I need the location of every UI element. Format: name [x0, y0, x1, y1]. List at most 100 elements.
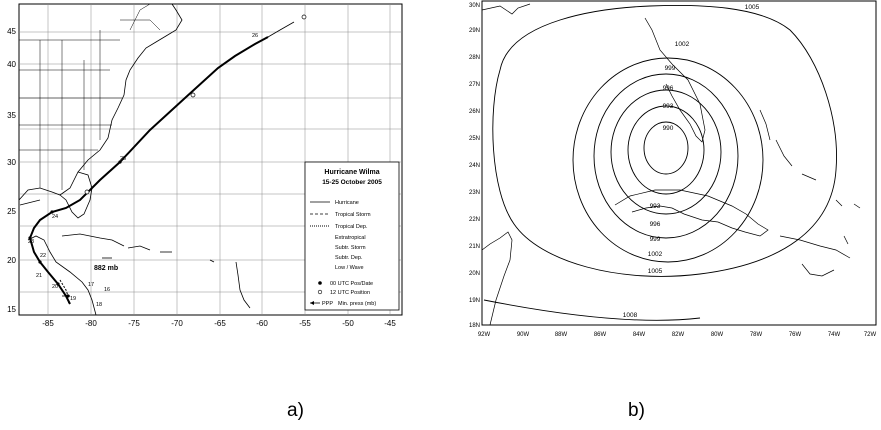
y-tick-label: 35 [7, 111, 16, 120]
track-map-panel: 18 19 16 17 20 21 22 23 24 25 26 882 mb … [0, 0, 415, 330]
contour-label: 990 [663, 125, 674, 132]
track-x-ticks: -85 -80 -75 -70 -65 -60 -55 -50 -45 [42, 319, 396, 328]
legend-filled-dot [318, 281, 322, 285]
contour-label: 996 [663, 85, 674, 92]
contour-label: 1002 [648, 251, 663, 258]
track-date-label: 18 [96, 302, 102, 308]
isobar-993 [627, 105, 705, 195]
isobar-990 [643, 121, 689, 175]
isobar-996 [610, 89, 722, 215]
state-borders [19, 3, 161, 190]
legend-item: Subtr. Storm [335, 245, 366, 251]
legend-box [304, 161, 400, 311]
min-pressure-label: 882 mb [94, 265, 118, 272]
legend-item: 00 UTC Pos/Date [330, 281, 373, 287]
contour-label: 999 [650, 236, 661, 243]
x-tick-label: 90W [517, 332, 530, 338]
track-date-label: 21 [36, 273, 42, 279]
contour-label: 993 [663, 103, 674, 110]
x-tick-label: 84W [633, 332, 646, 338]
y-tick-label: 26N [469, 109, 480, 115]
contour-label: 999 [665, 65, 676, 72]
y-tick-label: 30N [469, 3, 480, 9]
legend-item: Tropical Dep. [335, 224, 368, 230]
x-tick-label: -55 [299, 319, 311, 328]
x-tick-label: -45 [384, 319, 396, 328]
isobar-1008 [483, 299, 701, 321]
track-map: 18 19 16 17 20 21 22 23 24 25 26 882 mb … [7, 3, 403, 328]
coastlines [18, 3, 251, 316]
y-tick-label: 23N [469, 190, 480, 196]
isobar-999 [593, 73, 739, 239]
contour-label: 1005 [745, 4, 760, 11]
legend-title: Hurricane Wilma [324, 169, 379, 176]
x-tick-label: 72W [864, 332, 877, 338]
legend-item: Min. press (mb) [338, 301, 376, 307]
isobar-1005 [492, 4, 837, 277]
y-tick-label: 19N [469, 298, 480, 304]
contour-label: 1002 [675, 41, 690, 48]
contour-label: 996 [650, 221, 661, 228]
y-tick-label: 27N [469, 82, 480, 88]
x-tick-label: -60 [256, 319, 268, 328]
y-tick-label: 25 [7, 207, 16, 216]
track-date-labels: 18 19 16 17 20 21 22 23 24 25 26 [28, 33, 258, 308]
legend-item: Extratropical [335, 235, 366, 241]
x-tick-label: -70 [171, 319, 183, 328]
track-date-label: 22 [40, 253, 46, 259]
x-tick-label: -85 [42, 319, 54, 328]
contour-label: 993 [650, 203, 661, 210]
track-date-label: 25 [120, 156, 126, 162]
y-tick-label: 15 [7, 305, 16, 314]
legend-arrow-icon [310, 301, 314, 305]
legend-ppp: PPP [322, 301, 333, 307]
contour-labels: 1005 1002 999 996 993 990 993 996 999 10… [623, 4, 760, 319]
y-tick-label: 25N [469, 136, 480, 142]
y-tick-label: 18N [469, 323, 480, 329]
x-tick-label: 92W [478, 332, 491, 338]
pressure-x-ticks: 92W 90W 88W 86W 84W 82W 80W 78W 76W 74W … [478, 332, 877, 338]
legend-open-dot [317, 289, 323, 295]
track-legend: Hurricane Wilma 15-25 October 2005 Hurri… [304, 161, 400, 311]
track-date-label: 19 [70, 296, 76, 302]
track-date-label: 20 [52, 284, 58, 290]
legend-item: Subtr. Dep. [335, 255, 363, 261]
pressure-map: 1005 1002 999 996 993 990 993 996 999 10… [469, 0, 877, 338]
x-tick-label: -50 [342, 319, 354, 328]
x-tick-label: 78W [750, 332, 763, 338]
x-tick-label: -80 [85, 319, 97, 328]
contour-label: 1008 [623, 312, 638, 319]
legend-item: 12 UTC Position [330, 290, 370, 296]
track-date-label: 16 [104, 287, 110, 293]
y-tick-label: 30 [7, 158, 16, 167]
x-tick-label: 86W [594, 332, 607, 338]
legend-item: Hurricane [335, 200, 359, 206]
y-tick-label: 21N [469, 244, 480, 250]
x-tick-label: 80W [711, 332, 724, 338]
track-date-label: 23 [28, 239, 34, 245]
legend-subtitle: 15-25 October 2005 [322, 179, 382, 186]
x-tick-label: -75 [128, 319, 140, 328]
y-tick-label: 20N [469, 271, 480, 277]
isobars [483, 4, 837, 321]
y-tick-label: 22N [469, 217, 480, 223]
pressure-y-ticks: 30N 29N 28N 27N 26N 25N 24N 23N 22N 21N … [469, 3, 480, 329]
pressure-map-frame [481, 0, 877, 326]
legend-item: Low / Wave [335, 265, 364, 271]
panel-label-a: a) [287, 400, 304, 421]
y-tick-label: 24N [469, 163, 480, 169]
y-tick-label: 28N [469, 55, 480, 61]
track-date-label: 24 [52, 214, 58, 220]
isobar-1002 [572, 57, 764, 263]
y-tick-label: 20 [7, 256, 16, 265]
x-tick-label: 74W [828, 332, 841, 338]
x-tick-label: 82W [672, 332, 685, 338]
track-date-label: 17 [88, 282, 94, 288]
x-tick-label: 76W [789, 332, 802, 338]
storm-track [28, 14, 307, 305]
legend-item: Tropical Storm [335, 212, 371, 218]
track-date-label: 26 [252, 33, 258, 39]
y-tick-label: 40 [7, 60, 16, 69]
y-tick-label: 29N [469, 28, 480, 34]
panel-label-b: b) [628, 400, 645, 421]
